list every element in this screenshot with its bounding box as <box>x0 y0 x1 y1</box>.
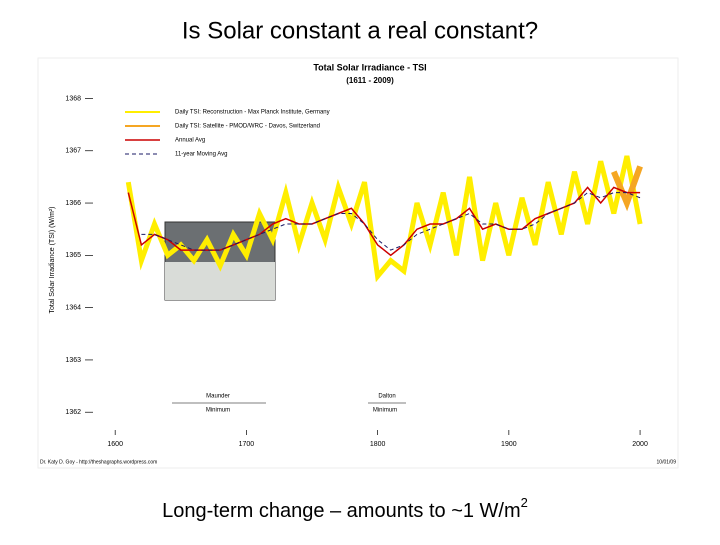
y-tick-label: 1366 <box>65 200 81 207</box>
series-line <box>125 155 643 283</box>
y-tick-label: 1368 <box>65 95 81 102</box>
legend-label: Daily TSI: Satellite - PMOD/WRC - Davos,… <box>175 124 320 130</box>
series-line <box>141 192 641 251</box>
annotation: Dalton <box>378 394 395 400</box>
footer-right: 10/01/09 <box>657 459 677 465</box>
x-tick-label: 1600 <box>107 441 123 448</box>
chart-frame <box>37 57 679 469</box>
y-tick-label: 1362 <box>65 409 81 416</box>
legend-label: Daily TSI: Reconstruction - Max Planck I… <box>175 110 330 116</box>
y-axis-label: Total Solar Irradiance (TSI) (W/m²) <box>49 207 56 314</box>
y-tick-label: 1364 <box>65 304 81 311</box>
chart-title: Total Solar Irradiance - TSI <box>313 62 426 72</box>
annotation: Maunder <box>206 394 230 400</box>
x-tick-label: 2000 <box>632 441 648 448</box>
x-tick-label: 1900 <box>501 441 517 448</box>
footer-left: Dr. Katy D. Goy - http://theshagraphs.wo… <box>40 459 157 465</box>
x-tick-label: 1700 <box>239 441 255 448</box>
annotation: Minimum <box>206 408 230 414</box>
legend-label: Annual Avg <box>175 138 205 144</box>
y-tick-label: 1363 <box>65 357 81 364</box>
annotation: Minimum <box>373 408 397 414</box>
slide-title: Is Solar constant a real constant? <box>182 17 538 44</box>
caption: Long-term change – amounts to ~1 W/m2 <box>162 495 528 522</box>
caption-text: Long-term change – amounts to ~1 W/m <box>162 500 521 522</box>
legend-label: 11-year Moving Avg <box>175 152 227 158</box>
series-line <box>611 165 643 212</box>
plot: 1362 1363 1364 1365 1366 1367 1368 1600 1700 1800… <box>40 95 676 465</box>
x-tick-label: 1800 <box>370 441 386 448</box>
chart-subtitle: (1611 - 2009) <box>346 76 394 85</box>
y-tick-label: 1367 <box>65 148 81 155</box>
y-tick-label: 1365 <box>65 252 81 259</box>
caption-sup: 2 <box>521 495 528 510</box>
